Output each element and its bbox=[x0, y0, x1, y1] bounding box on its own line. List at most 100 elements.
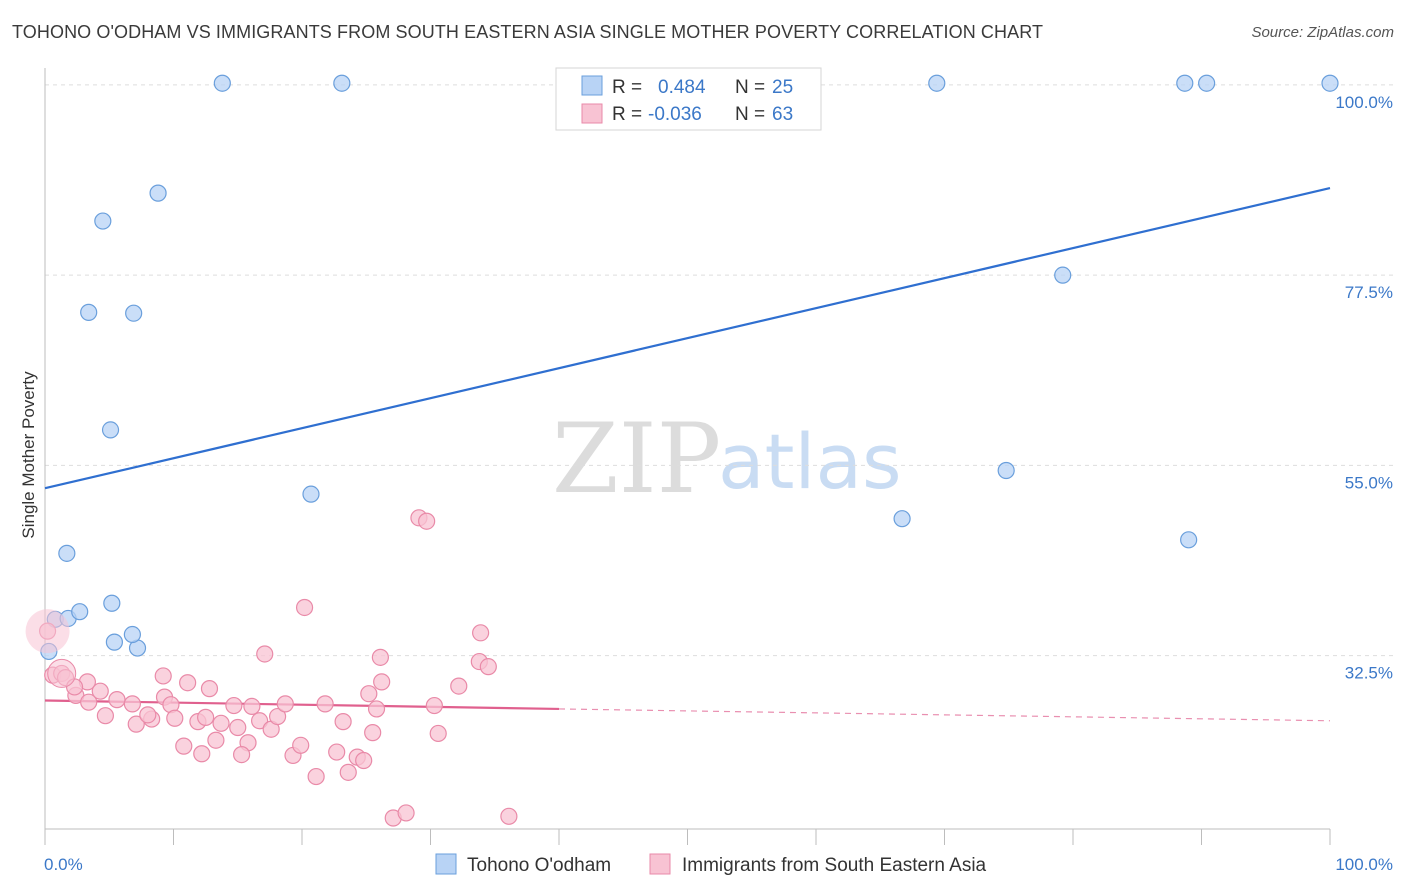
point-tohono-21 bbox=[1176, 74, 1194, 92]
point-immigrants-39 bbox=[328, 743, 346, 761]
point-immigrants-46 bbox=[371, 648, 389, 666]
stats-n-label-pink: N = bbox=[735, 104, 765, 125]
x-tick-label-min: 0.0% bbox=[44, 855, 83, 874]
point-immigrants-37 bbox=[307, 767, 325, 786]
point-immigrants-38 bbox=[316, 695, 334, 713]
legend-label-immigrants: Immigrants from South Eastern Asia bbox=[682, 855, 987, 876]
point-tohono-20 bbox=[997, 461, 1015, 480]
point-immigrants-58 bbox=[367, 700, 386, 718]
point-immigrants-9 bbox=[108, 691, 126, 709]
point-immigrants-29 bbox=[250, 712, 269, 730]
data-points bbox=[25, 74, 1339, 827]
point-immigrants-24 bbox=[207, 731, 225, 749]
point-immigrants-32 bbox=[268, 707, 287, 726]
point-tohono-16 bbox=[302, 485, 320, 503]
point-immigrants-53 bbox=[450, 677, 468, 695]
point-immigrants-7 bbox=[91, 682, 109, 700]
grid bbox=[45, 84, 1393, 657]
point-immigrants-15 bbox=[154, 667, 172, 685]
y-tick-labels: 32.5% 55.0% 77.5% 100.0% bbox=[1335, 93, 1393, 683]
point-immigrants-57 bbox=[500, 807, 518, 825]
point-tohono-5 bbox=[94, 212, 112, 230]
chart-title: TOHONO O'ODHAM VS IMMIGRANTS FROM SOUTH … bbox=[12, 22, 1044, 42]
point-tohono-12 bbox=[123, 625, 141, 644]
point-immigrants-11 bbox=[127, 715, 145, 733]
point-immigrants-51 bbox=[429, 724, 447, 743]
point-immigrants-25 bbox=[225, 696, 243, 715]
stats-r-label-pink: R = bbox=[612, 104, 642, 125]
point-immigrants-33 bbox=[276, 695, 294, 713]
point-immigrants-43 bbox=[364, 724, 382, 742]
point-immigrants-17 bbox=[179, 674, 197, 692]
point-immigrants-31 bbox=[256, 645, 274, 663]
point-immigrants-8 bbox=[96, 707, 114, 725]
point-immigrants-56 bbox=[479, 658, 497, 676]
trend-line-extension-immigrants bbox=[558, 708, 1331, 722]
point-immigrants-23 bbox=[193, 745, 211, 763]
point-immigrants-41 bbox=[339, 763, 357, 781]
x-tick-label-max: 100.0% bbox=[1335, 855, 1393, 874]
stats-box: R = 0.484 N = 25 R = -0.036 N = 63 bbox=[555, 67, 822, 131]
point-immigrants-48 bbox=[397, 804, 415, 822]
point-immigrants-28 bbox=[243, 697, 261, 715]
point-immigrants-61 bbox=[229, 718, 247, 737]
point-immigrants-59 bbox=[373, 673, 391, 691]
legend-swatch-immigrants bbox=[649, 853, 671, 875]
point-tohono-10 bbox=[103, 594, 121, 612]
point-tohono-23 bbox=[1321, 74, 1339, 92]
point-immigrants-21 bbox=[212, 714, 230, 732]
y-tick-label-1: 55.0% bbox=[1345, 473, 1393, 492]
point-tohono-6 bbox=[80, 303, 98, 321]
point-tohono-9 bbox=[105, 633, 123, 651]
point-immigrants-cluster-medium bbox=[47, 658, 77, 688]
point-immigrants-16 bbox=[166, 709, 184, 727]
point-tohono-4 bbox=[71, 603, 89, 621]
point-tohono-14 bbox=[213, 74, 231, 92]
point-tohono-24 bbox=[1180, 531, 1198, 549]
stats-r-value-pink: -0.036 bbox=[648, 104, 702, 125]
point-tohono-13 bbox=[149, 184, 167, 202]
point-immigrants-cluster-large bbox=[25, 609, 70, 654]
trend-line-tohono bbox=[44, 186, 1331, 490]
point-immigrants-5 bbox=[80, 693, 98, 711]
point-immigrants-50 bbox=[418, 512, 436, 530]
stats-n-value-blue: 25 bbox=[772, 77, 793, 98]
legend: Tohono O'odham Immigrants from South Eas… bbox=[435, 853, 987, 876]
point-immigrants-35 bbox=[292, 736, 310, 754]
legend-swatch-tohono bbox=[435, 853, 457, 875]
y-tick-label-2: 77.5% bbox=[1345, 283, 1393, 302]
point-immigrants-10 bbox=[123, 695, 141, 713]
point-tohono-19 bbox=[893, 510, 911, 528]
point-immigrants-27 bbox=[233, 745, 251, 764]
point-tohono-8 bbox=[125, 304, 143, 322]
point-immigrants-36 bbox=[295, 598, 314, 617]
axes bbox=[44, 68, 1331, 845]
point-immigrants-20 bbox=[200, 680, 219, 698]
stats-n-value-pink: 63 bbox=[772, 104, 793, 125]
point-immigrants-44 bbox=[360, 685, 378, 703]
point-immigrants-45 bbox=[355, 751, 373, 770]
stats-swatch-blue bbox=[581, 75, 603, 96]
stats-n-label-blue: N = bbox=[735, 77, 765, 98]
y-tick-label-0: 32.5% bbox=[1345, 664, 1393, 683]
point-immigrants-18 bbox=[175, 737, 193, 755]
point-tohono-22 bbox=[1198, 74, 1216, 92]
source-label: Source: ZipAtlas.com bbox=[1251, 24, 1394, 41]
legend-label-tohono: Tohono O'odham bbox=[467, 855, 611, 876]
watermark-atlas: atlas bbox=[718, 417, 902, 506]
point-immigrants-40 bbox=[334, 713, 352, 731]
watermark-zip: ZIP bbox=[552, 403, 721, 515]
stats-swatch-pink bbox=[581, 103, 603, 124]
y-axis-label: Single Mother Poverty bbox=[19, 371, 38, 539]
y-tick-label-3: 100.0% bbox=[1335, 93, 1393, 112]
point-immigrants-52 bbox=[425, 696, 443, 715]
stats-r-value-blue: 0.484 bbox=[658, 77, 706, 98]
point-tohono-18 bbox=[1054, 266, 1072, 284]
point-tohono-17 bbox=[928, 74, 946, 92]
point-immigrants-60 bbox=[139, 706, 157, 724]
stats-r-label-blue: R = bbox=[612, 77, 642, 98]
point-tohono-7 bbox=[101, 421, 120, 439]
point-tohono-3 bbox=[58, 544, 76, 562]
point-immigrants-22 bbox=[197, 708, 215, 726]
